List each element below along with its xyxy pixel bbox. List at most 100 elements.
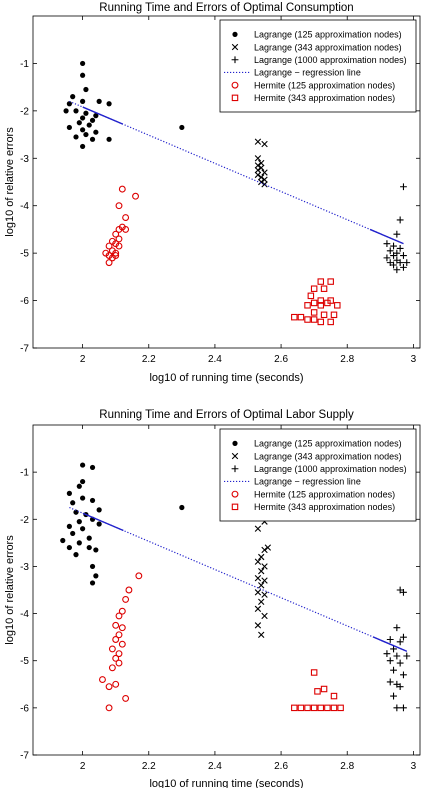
- data-point-dot: [80, 526, 86, 532]
- legend-box: [219, 428, 417, 522]
- data-point-square: [317, 318, 325, 326]
- data-point-square: [317, 297, 325, 304]
- data-point-dot: [73, 134, 79, 140]
- x-axis-label: log10 of running time (seconds): [149, 372, 303, 384]
- data-point-dot: [80, 98, 86, 104]
- data-point-circle: [118, 185, 126, 193]
- x-tick-label: 2.8: [340, 354, 354, 365]
- data-point-plus: [390, 242, 397, 250]
- data-point-x: [254, 589, 262, 596]
- data-point-plus: [396, 659, 404, 667]
- data-point-dot: [93, 547, 99, 553]
- x-tick-label: 2: [80, 354, 86, 365]
- data-point-plus: [396, 245, 404, 252]
- x-tick-label: 3: [411, 354, 417, 365]
- data-point-plus: [400, 252, 407, 259]
- legend-marker-dot: [232, 31, 238, 37]
- data-point-dot: [86, 122, 92, 128]
- data-point-dot: [93, 573, 99, 579]
- chart-title: Running Time and Errors of Optimal Consu…: [99, 2, 353, 14]
- legend-marker-dot: [232, 440, 238, 446]
- data-point-circle: [112, 680, 120, 688]
- data-point-circle: [105, 242, 113, 250]
- x-tick-label: 2.4: [208, 354, 222, 365]
- data-point-x: [258, 567, 265, 575]
- data-point-dot: [89, 580, 96, 586]
- data-point-dot: [86, 544, 92, 551]
- x-tick-label: 2.2: [142, 354, 156, 365]
- data-point-circle: [115, 235, 123, 243]
- y-tick-label: -5: [20, 249, 29, 260]
- y-tick-label: -2: [20, 515, 29, 526]
- data-point-dot: [106, 136, 112, 142]
- data-point-x: [258, 631, 265, 638]
- data-point-x: [254, 138, 262, 145]
- data-point-dot: [96, 98, 102, 104]
- data-point-dot: [179, 504, 185, 511]
- y-tick-label: -5: [20, 656, 29, 667]
- series-6: [291, 669, 344, 712]
- regression-line-segment: [82, 106, 124, 125]
- y-tick-label: -3: [20, 154, 29, 165]
- legend-entry-label: Hermite (125 approximation nodes): [254, 489, 395, 499]
- data-point-x: [254, 162, 262, 169]
- x-tick-label: 2.2: [142, 761, 156, 772]
- legend-entry-label: Lagrange − regression line: [254, 68, 361, 78]
- legend-entry-label: Lagrange (125 approximation nodes): [254, 439, 402, 449]
- y-tick-label: -4: [20, 609, 29, 620]
- data-point-square: [327, 318, 334, 326]
- data-point-dot: [106, 101, 112, 107]
- x-tick-label: 2: [80, 761, 86, 772]
- data-point-plus: [383, 254, 391, 262]
- data-point-plus: [386, 657, 394, 665]
- data-point-dot: [89, 464, 96, 471]
- data-point-plus: [396, 638, 404, 646]
- data-point-circle: [112, 230, 120, 238]
- data-point-dot: [80, 495, 86, 501]
- data-point-square: [330, 311, 338, 319]
- data-point-dot: [80, 143, 86, 150]
- data-point-circle: [105, 704, 113, 712]
- y-axis-label: log10 of relative errors: [4, 127, 16, 237]
- data-point-square: [310, 704, 318, 712]
- data-point-dot: [66, 523, 72, 529]
- data-point-dot: [80, 478, 86, 485]
- data-point-square: [304, 316, 311, 323]
- data-point-circle: [112, 252, 120, 259]
- data-point-dot: [70, 94, 76, 100]
- data-point-plus: [400, 588, 407, 596]
- data-point-square: [304, 302, 311, 309]
- data-point-plus: [383, 650, 391, 658]
- x-tick-label: 3: [411, 761, 417, 772]
- y-tick-label: -1: [20, 468, 29, 479]
- data-point-circle: [115, 659, 123, 667]
- data-point-circle: [105, 259, 113, 267]
- data-point-plus: [386, 259, 394, 267]
- data-point-square: [291, 313, 298, 321]
- data-point-circle: [108, 664, 116, 672]
- data-point-plus: [386, 247, 394, 255]
- series-3: [383, 586, 411, 712]
- data-point-circle: [115, 202, 123, 210]
- data-point-square: [310, 299, 318, 307]
- data-point-plus: [393, 704, 401, 712]
- data-point-x: [258, 582, 265, 589]
- data-point-dot: [80, 115, 86, 121]
- series-5: [99, 572, 143, 712]
- data-point-dot: [73, 552, 79, 558]
- legend: Lagrange (125 approximation nodes) Lagran…: [219, 19, 417, 113]
- x-tick-label: 2.6: [274, 761, 288, 772]
- y-tick-label: -7: [20, 751, 29, 762]
- data-point-circle: [99, 676, 106, 684]
- data-point-square: [320, 311, 328, 319]
- data-point-square: [297, 313, 305, 321]
- data-point-plus: [403, 259, 411, 267]
- data-point-x: [254, 558, 262, 565]
- regression-line-segment: [372, 636, 408, 652]
- legend-entry-label: Hermite (343 approximation nodes): [254, 502, 395, 512]
- data-point-dot: [66, 490, 72, 496]
- data-point-square: [317, 302, 325, 309]
- y-tick-label: -7: [20, 344, 29, 355]
- data-point-x: [254, 155, 262, 162]
- legend-entry-label: Lagrange (343 approximation nodes): [254, 42, 402, 52]
